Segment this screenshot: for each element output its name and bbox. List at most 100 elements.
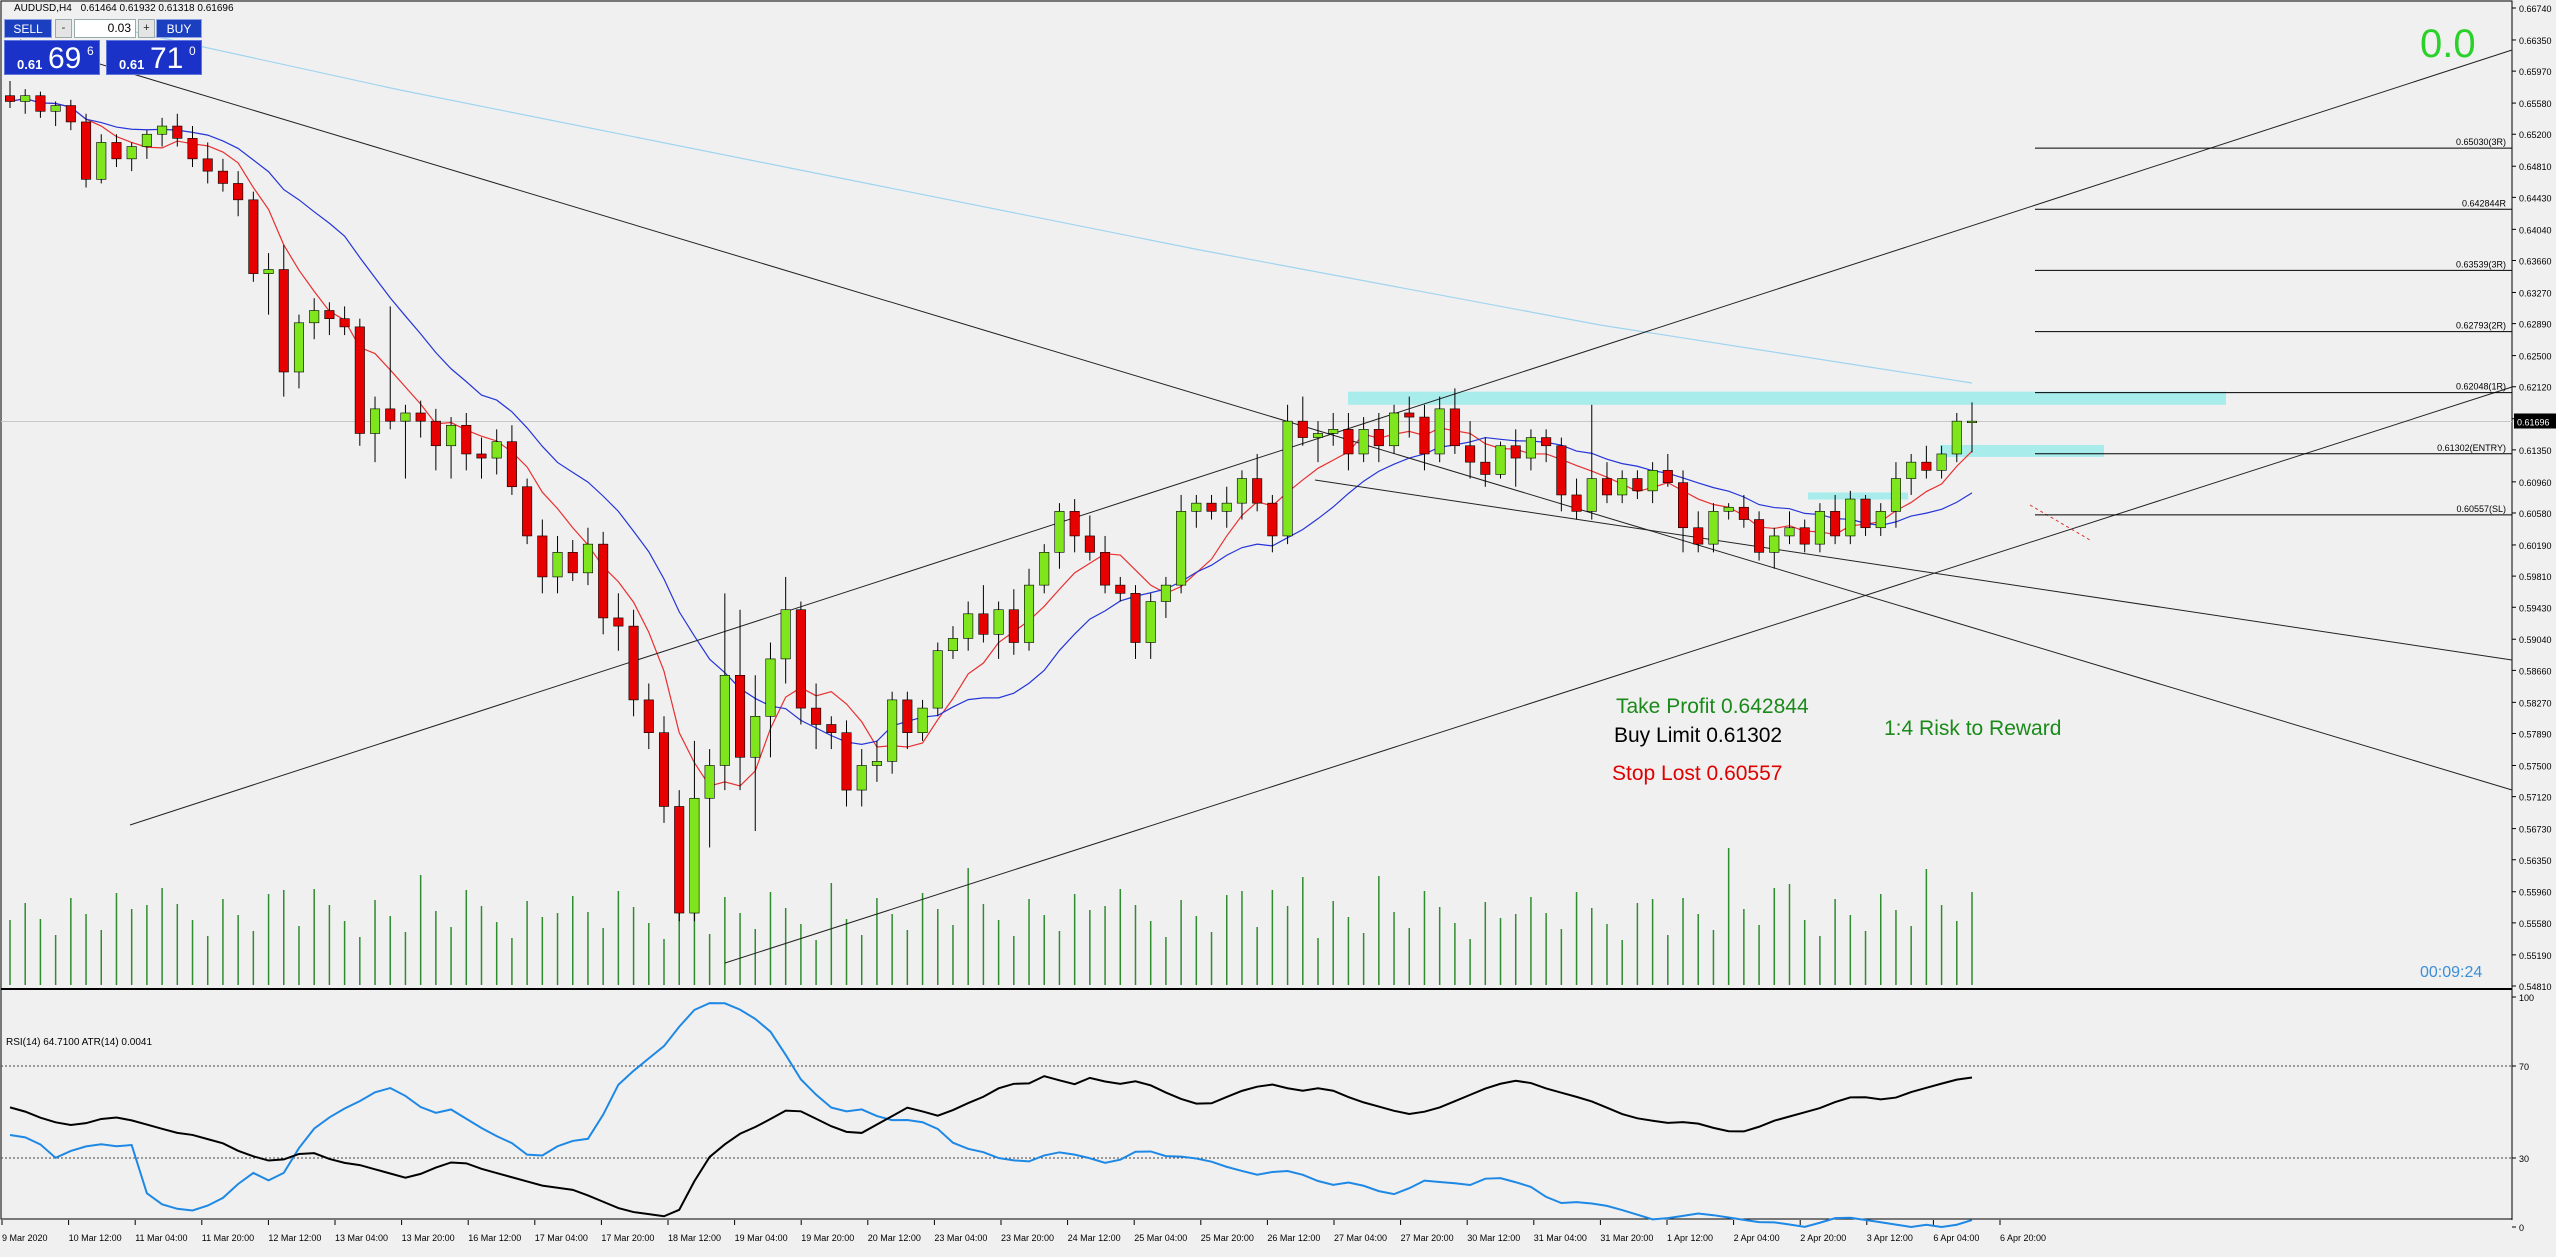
candle-body	[1632, 478, 1643, 492]
candle-body	[339, 318, 350, 328]
candle-body	[1769, 535, 1780, 553]
candle-body	[141, 133, 152, 147]
candle-body	[537, 535, 548, 578]
candle-body	[1084, 535, 1095, 553]
candle-body	[1814, 511, 1825, 545]
candle-body	[1541, 437, 1552, 447]
price-tick-label: 0.66740	[2519, 4, 2552, 14]
price-tick-label: 0.65200	[2519, 130, 2552, 140]
time-axis-label: 19 Mar 20:00	[801, 1233, 854, 1243]
candle-body	[1100, 552, 1111, 586]
fib-level-label: 0.642844R	[2462, 198, 2507, 208]
slow-moving-average	[79, 19, 1973, 384]
rsi-tick-label: 70	[2519, 1062, 2529, 1072]
time-axis-label: 31 Mar 04:00	[1534, 1233, 1587, 1243]
sell-button[interactable]: SELL	[4, 19, 52, 38]
price-tick-label: 0.55960	[2519, 888, 2552, 898]
price-tick-label: 0.64810	[2519, 162, 2552, 172]
candle-body	[1465, 445, 1476, 463]
candle-body	[1860, 498, 1871, 529]
candle-body	[248, 199, 259, 274]
candle-body	[719, 675, 730, 766]
candle-body	[1039, 552, 1050, 586]
sell-price-prefix: 0.61	[17, 57, 43, 72]
time-axis-label: 23 Mar 04:00	[934, 1233, 987, 1243]
take-profit-annotation: Take Profit 0.642844	[1616, 695, 1809, 718]
candle-body	[1191, 502, 1202, 512]
current-price-badge	[2514, 413, 2556, 429]
time-axis-label: 12 Mar 12:00	[268, 1233, 321, 1243]
candle-body	[385, 408, 396, 422]
price-tick-label: 0.64430	[2519, 193, 2552, 203]
candle-body	[1282, 420, 1293, 537]
candle-body	[1297, 420, 1308, 438]
candle-body	[1069, 511, 1080, 537]
candle-timer: 00:09:24	[2420, 964, 2483, 981]
price-tick-label: 0.65580	[2519, 99, 2552, 109]
candle-body	[932, 650, 943, 709]
candle-body	[1617, 478, 1628, 496]
time-axis-label: 11 Mar 04:00	[135, 1233, 187, 1243]
candle-body	[947, 638, 958, 652]
time-axis-label: 13 Mar 04:00	[335, 1233, 388, 1243]
current-price-label: 0.61696	[2517, 417, 2550, 427]
candle-body	[1054, 511, 1065, 553]
ascending-channel-lower	[724, 386, 2513, 964]
candle-body	[65, 105, 76, 123]
candle-body	[1662, 470, 1673, 483]
candle-body	[1252, 478, 1263, 504]
candle-body	[1449, 408, 1460, 447]
lots-input[interactable]: 0.03	[74, 19, 136, 38]
candle-body	[1024, 584, 1035, 643]
projection-arrow	[2029, 504, 2091, 541]
candle-body	[111, 142, 122, 160]
time-axis-label: 25 Mar 04:00	[1134, 1233, 1187, 1243]
time-axis-label: 19 Mar 04:00	[735, 1233, 788, 1243]
lots-decrease-button[interactable]: -	[55, 19, 72, 38]
candle-body	[1145, 601, 1156, 643]
candle-body	[582, 543, 593, 574]
candle-body	[1358, 429, 1369, 455]
entry-zone	[1940, 444, 2104, 457]
candle-body	[309, 310, 320, 324]
candle-body	[50, 105, 61, 112]
candle-body	[795, 609, 806, 709]
candle-body	[1434, 408, 1445, 455]
candle-body	[1176, 511, 1187, 586]
time-axis-label: 16 Mar 12:00	[468, 1233, 521, 1243]
lots-increase-button[interactable]: +	[138, 19, 155, 38]
candle-body	[871, 761, 882, 766]
time-axis-label: 1 Apr 12:00	[1667, 1233, 1713, 1243]
candle-body	[1906, 461, 1917, 479]
candle-body	[1373, 429, 1384, 447]
mid-moving-average	[9, 97, 1973, 746]
descending-channel-lower	[1314, 479, 2513, 661]
candle-body	[1830, 511, 1841, 537]
time-axis-label: 17 Mar 20:00	[601, 1233, 654, 1243]
candle-body	[522, 486, 533, 537]
symbol-timeframe: AUDUSD,H4	[14, 3, 72, 14]
candle-body	[1236, 478, 1247, 504]
candle-body	[1389, 412, 1400, 447]
buy-price-box[interactable]: 0.61 71 0	[106, 40, 202, 75]
candle-body	[1115, 584, 1126, 594]
descending-channel-upper	[19, 39, 2513, 791]
time-axis-label: 6 Apr 04:00	[1933, 1233, 1979, 1243]
sell-price-box[interactable]: 0.61 69 6	[4, 40, 100, 75]
candle-body	[887, 699, 898, 762]
candle-body	[1586, 478, 1597, 512]
candle-body	[81, 121, 92, 180]
candle-body	[902, 699, 913, 733]
buy-button[interactable]: BUY	[156, 19, 202, 38]
price-tick-label: 0.55580	[2519, 919, 2552, 929]
buy-price-prefix: 0.61	[119, 57, 145, 72]
rsi-tick-label: 0	[2519, 1223, 2524, 1233]
candle-body	[263, 269, 274, 274]
candle-body	[1936, 453, 1947, 471]
price-tick-label: 0.58660	[2519, 666, 2552, 676]
candle-body	[993, 609, 1004, 635]
candle-body	[506, 441, 517, 488]
candle-body	[1312, 433, 1324, 438]
price-tick-label: 0.62120	[2519, 383, 2552, 393]
candle-body	[1328, 429, 1339, 434]
